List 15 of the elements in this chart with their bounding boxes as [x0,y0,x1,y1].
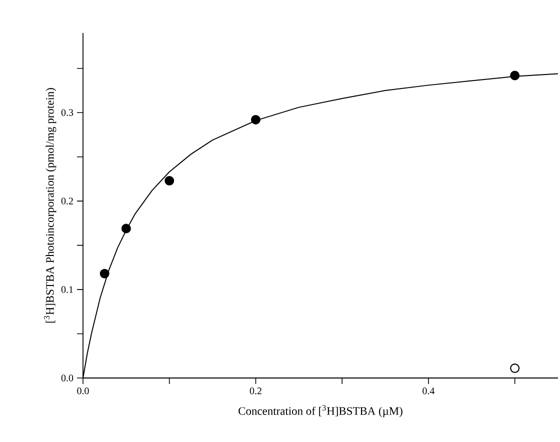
x-tick-label: 0.2 [250,388,262,394]
x-tick-label: 0.4 [422,388,435,394]
y-tick-label: 0.3 [61,109,74,116]
point [100,268,110,278]
y-tick-label: 0.1 [61,286,73,293]
y-tick-label: 0.0 [61,374,74,382]
point [121,224,131,234]
point [510,364,520,374]
x-axis-title: Concentration of [$^{3}$H]BSTBA (µM) [238,405,402,418]
y-axis-title: [$^{3}$H]BSTBA Photoincorporation (pmol/mg protein) [44,88,56,323]
point [164,176,174,186]
y-tick-label: 0.2 [61,198,73,204]
point [250,114,260,124]
x-tick-label: 0.0 [77,388,89,394]
point [510,70,520,80]
